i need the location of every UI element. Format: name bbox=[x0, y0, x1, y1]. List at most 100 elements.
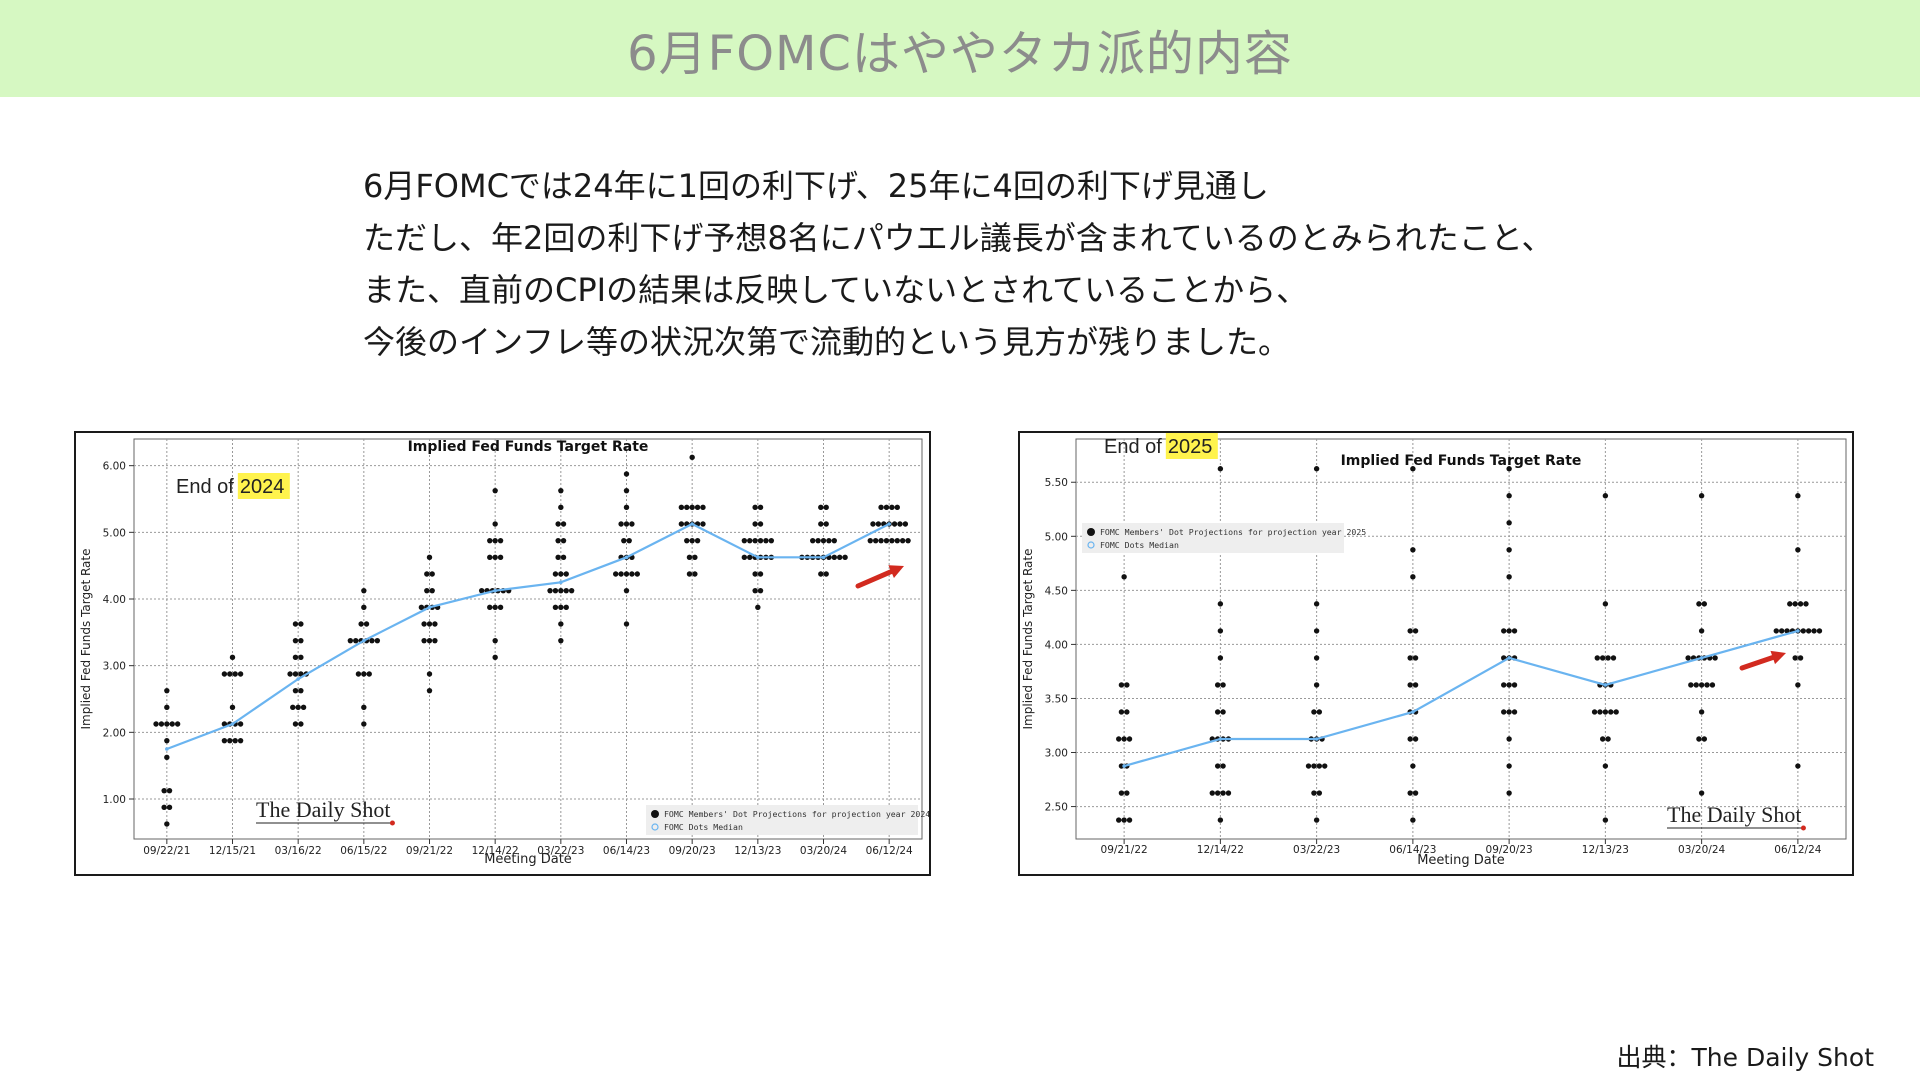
annotation-prefix: End of bbox=[1104, 436, 1162, 458]
dot-projection bbox=[558, 587, 564, 594]
chart-2025-svg: 2.50 3.00 3.50 4.00 4.50 5.00 5.50 09/21/22 12/1… bbox=[1021, 433, 1847, 868]
dot-projection bbox=[1407, 628, 1413, 634]
dot-projection bbox=[629, 571, 635, 577]
dot-projection bbox=[492, 554, 498, 561]
dot-projection bbox=[292, 687, 299, 694]
dot-projection bbox=[426, 671, 433, 677]
median-point bbox=[1796, 629, 1800, 633]
dot-projection bbox=[1214, 709, 1221, 715]
dot-projection bbox=[613, 571, 619, 577]
dot-projection bbox=[634, 571, 640, 577]
dot-projection bbox=[1214, 682, 1221, 688]
dot-projection bbox=[878, 537, 884, 544]
x-tick-label: 03/22/23 bbox=[1293, 844, 1340, 856]
y-axis-label: Implied Fed Funds Target Rate bbox=[79, 549, 93, 730]
dot-projection bbox=[1506, 628, 1512, 634]
dot-projection bbox=[1311, 763, 1317, 769]
dot-projection bbox=[1322, 763, 1328, 769]
x-tick-label: 03/20/24 bbox=[1678, 844, 1725, 856]
dot-projection bbox=[361, 704, 367, 711]
median-point bbox=[1411, 710, 1415, 714]
dot-projection bbox=[547, 587, 553, 594]
dot-projection bbox=[552, 571, 559, 577]
dot-projection bbox=[1797, 655, 1804, 661]
dot-projection bbox=[889, 537, 895, 544]
dot-projection bbox=[169, 721, 175, 727]
dot-projection bbox=[347, 637, 354, 644]
dot-projection bbox=[1701, 601, 1708, 607]
dot-projection bbox=[300, 704, 307, 711]
dot-projection bbox=[287, 671, 293, 677]
dot-projection bbox=[905, 537, 911, 544]
dot-projection bbox=[1698, 628, 1705, 634]
dot-projection bbox=[487, 604, 493, 611]
dot-projection bbox=[355, 671, 362, 677]
dot-projection bbox=[842, 554, 848, 561]
legend-dot-icon bbox=[651, 810, 659, 818]
dot-projection bbox=[1773, 628, 1779, 634]
dot-projection bbox=[426, 554, 433, 561]
x-tick-label: 09/21/22 bbox=[406, 845, 453, 857]
dot-projection bbox=[1313, 817, 1320, 823]
dot-projection bbox=[694, 537, 701, 544]
x-axis-label: Meeting Date bbox=[1417, 853, 1505, 868]
dot-projection bbox=[757, 587, 764, 594]
dot-projection bbox=[755, 604, 761, 611]
dot-projection bbox=[1407, 790, 1413, 796]
dot-projection bbox=[1506, 547, 1512, 553]
dot-projection bbox=[229, 704, 236, 711]
dot-projection bbox=[1602, 763, 1609, 769]
dot-projection bbox=[1688, 682, 1694, 688]
watermark-red-dot bbox=[1800, 825, 1806, 831]
dot-projection bbox=[497, 537, 504, 544]
dot-projection bbox=[290, 704, 296, 711]
dot-projection bbox=[623, 571, 630, 577]
dot-projection bbox=[1784, 628, 1790, 634]
median-point bbox=[1314, 737, 1319, 741]
dot-projection bbox=[492, 604, 498, 611]
dot-projection bbox=[492, 637, 498, 644]
year-highlight bbox=[1165, 433, 1218, 459]
fomc-dots bbox=[153, 454, 911, 827]
dot-projection bbox=[492, 487, 498, 494]
dot-projection bbox=[823, 571, 829, 577]
dot-projection bbox=[161, 787, 167, 794]
dot-projection bbox=[1506, 520, 1512, 526]
dot-projection bbox=[166, 804, 173, 811]
dot-projection bbox=[1313, 628, 1320, 634]
x-tick-label: 03/20/24 bbox=[800, 845, 847, 857]
dot-projection bbox=[478, 587, 485, 594]
dot-projection bbox=[623, 487, 630, 494]
dot-projection bbox=[1410, 466, 1416, 472]
dot-projection bbox=[752, 587, 758, 594]
dot-projection bbox=[686, 554, 693, 561]
dot-projection bbox=[741, 554, 748, 561]
median-point bbox=[296, 677, 300, 681]
dot-projection bbox=[818, 504, 824, 511]
dot-projection bbox=[752, 571, 758, 577]
watermark-text: The Daily Shot bbox=[256, 797, 390, 822]
dot-projection bbox=[831, 554, 837, 561]
dot-projection bbox=[883, 504, 890, 511]
legend-entry-dots: FOMC Members' Dot Projections for projec… bbox=[1100, 527, 1366, 537]
dot-projection bbox=[1795, 547, 1801, 553]
dot-projection bbox=[361, 671, 367, 677]
dot-projection bbox=[292, 654, 299, 661]
dot-projection bbox=[361, 604, 367, 611]
dot-projection bbox=[1698, 709, 1705, 715]
median-point bbox=[1699, 656, 1704, 660]
dot-projection bbox=[158, 721, 165, 727]
dot-projection bbox=[897, 521, 903, 527]
y-tick-label: 5.00 bbox=[1045, 531, 1068, 543]
annotation-year: 2024 bbox=[240, 476, 285, 498]
dot-projection bbox=[1501, 628, 1507, 634]
dot-projection bbox=[1610, 655, 1617, 661]
dot-projection bbox=[1121, 736, 1127, 742]
dot-projection bbox=[1407, 682, 1413, 688]
dot-projection bbox=[694, 504, 701, 511]
dot-projection bbox=[292, 637, 299, 644]
dot-projection bbox=[237, 721, 244, 727]
daily-shot-logo: The Daily Shot bbox=[256, 797, 395, 826]
dot-projection bbox=[558, 621, 564, 627]
dot-projection bbox=[1214, 763, 1221, 769]
